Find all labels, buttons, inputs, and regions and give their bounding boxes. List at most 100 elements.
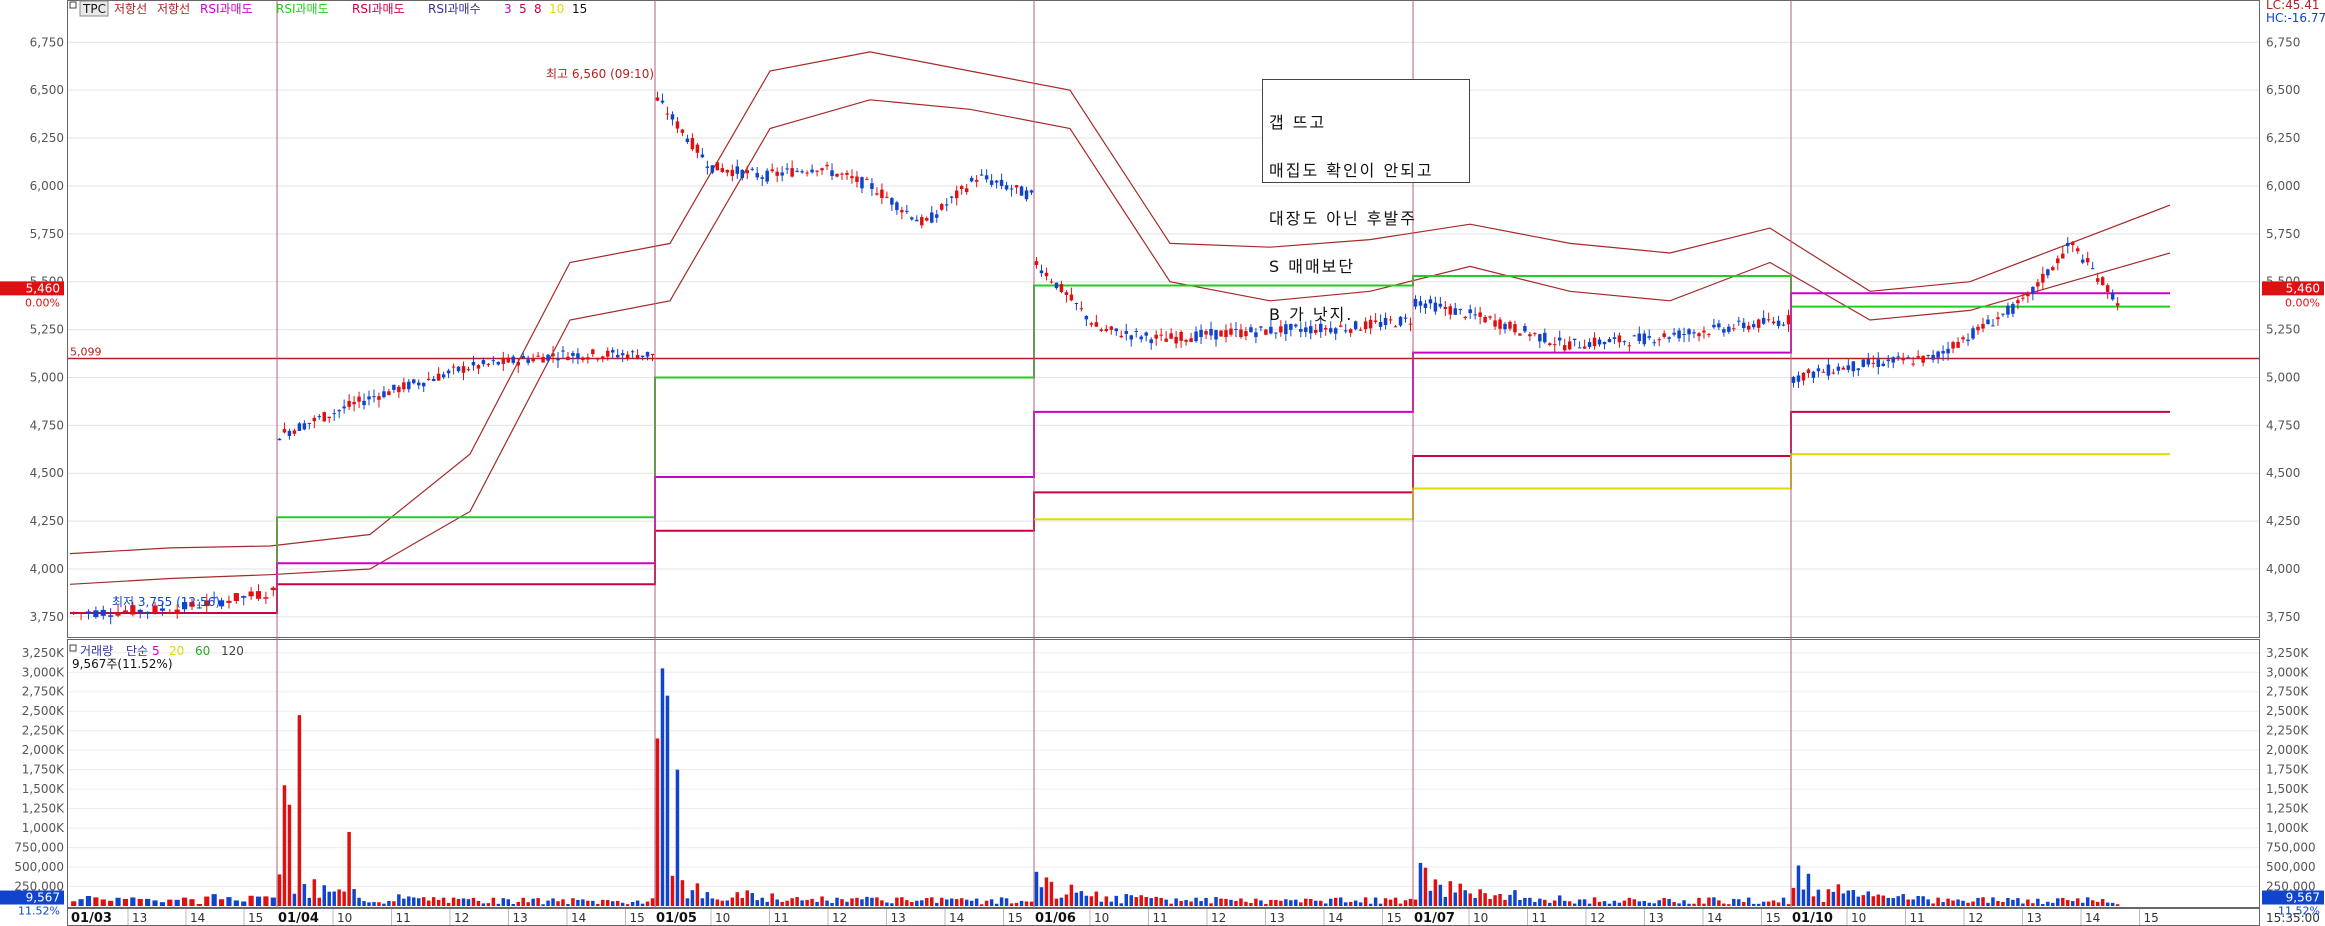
- candle-body: [145, 611, 151, 613]
- rsi-step-line: [1034, 453, 2170, 521]
- volume-bar: [1443, 896, 1448, 906]
- price-tick-label-left: 4,500: [30, 466, 64, 480]
- volume-bar: [1911, 899, 1915, 906]
- volume-bar: [302, 884, 307, 906]
- candle-body: [2046, 269, 2050, 276]
- hour-tick-label: 14: [1328, 911, 1343, 925]
- volume-bar: [1732, 898, 1736, 906]
- volume-bar: [421, 897, 426, 906]
- date-label: 01/10: [1792, 911, 1833, 926]
- volume-bar: [810, 898, 814, 906]
- volume-bar: [551, 898, 555, 906]
- volume-bar: [1806, 873, 1811, 906]
- volume-bar: [1936, 897, 1940, 906]
- candle-body: [367, 396, 371, 400]
- candle-body: [1214, 330, 1218, 340]
- hour-tick-label: 14: [949, 911, 964, 925]
- candle-body: [640, 355, 645, 357]
- candle-body: [1338, 325, 1343, 327]
- candle-body: [226, 600, 232, 603]
- volume-bar: [1363, 897, 1368, 906]
- volume-bar: [850, 898, 854, 906]
- candle-body: [1986, 319, 1990, 325]
- volume-bar: [2011, 899, 2015, 906]
- candle-body: [426, 378, 431, 380]
- candle-body: [248, 591, 254, 597]
- candle-body: [282, 429, 287, 433]
- candle-body: [1672, 332, 1676, 335]
- candle-body: [1039, 270, 1044, 274]
- volume-bar: [935, 902, 939, 906]
- volume-bar: [591, 900, 595, 906]
- candle-body: [1144, 332, 1148, 336]
- volume-bar: [1841, 893, 1846, 906]
- candle-body: [1702, 330, 1706, 333]
- candle-body: [715, 162, 720, 171]
- candle-body: [93, 610, 99, 618]
- candle-body: [1921, 355, 1925, 363]
- candle-body: [615, 354, 620, 358]
- candle-body: [760, 177, 764, 179]
- candle-body: [1597, 339, 1602, 345]
- candle-body: [1099, 329, 1104, 331]
- candle-body: [2085, 258, 2090, 263]
- volume-bar: [685, 898, 690, 906]
- candle-body: [1567, 341, 1572, 350]
- candle-body: [1114, 328, 1119, 332]
- volume-bar: [531, 898, 535, 906]
- volume-tick-label-left: 2,750K: [22, 685, 65, 699]
- candle-body: [347, 400, 351, 407]
- candle-body: [1383, 317, 1388, 326]
- candle-body: [581, 357, 585, 361]
- candle-body: [1557, 337, 1562, 341]
- candle-body: [1279, 326, 1283, 333]
- candle-body: [546, 354, 550, 361]
- volume-tick-label-right: 750,000: [2266, 841, 2316, 855]
- volume-bar: [635, 900, 640, 906]
- price-tick-label-left: 6,000: [30, 179, 64, 193]
- candle-body: [606, 350, 610, 357]
- hour-tick-label: 11: [774, 911, 789, 925]
- volume-bar: [860, 899, 864, 906]
- volume-bar: [1667, 898, 1671, 906]
- legend-checkbox-icon: [69, 1, 77, 9]
- candle-body: [446, 370, 451, 374]
- volume-bar: [870, 897, 874, 906]
- candle-body: [481, 360, 486, 365]
- volume-bar: [725, 900, 730, 906]
- volume-bar: [1826, 889, 1831, 906]
- volume-bar: [392, 901, 396, 906]
- candle-body: [556, 358, 560, 361]
- volume-bar: [218, 899, 225, 906]
- price-tick-label-left: 6,750: [30, 35, 64, 49]
- volume-bar: [1553, 900, 1557, 906]
- indicator-legend-item: RSI과매도: [276, 2, 329, 16]
- volume-bar: [2036, 898, 2040, 906]
- volume-bar: [1368, 903, 1373, 906]
- candle-body: [2031, 287, 2035, 294]
- candle-body: [1562, 345, 1567, 351]
- volume-bar: [426, 900, 431, 906]
- candle-body: [1194, 331, 1198, 342]
- candle-body: [1707, 334, 1711, 336]
- candle-body: [1513, 324, 1517, 333]
- candle-body: [1244, 331, 1248, 337]
- candle-body: [670, 114, 675, 120]
- volume-bar: [1059, 897, 1064, 906]
- candle-body: [241, 596, 247, 598]
- candle-body: [302, 423, 307, 430]
- candle-body: [1697, 333, 1701, 337]
- candle-body: [969, 177, 974, 182]
- volume-bar: [1189, 901, 1193, 906]
- volume-bar: [1881, 895, 1886, 906]
- candle-body: [660, 100, 665, 103]
- candle-body: [2011, 303, 2015, 314]
- candle-body: [1438, 303, 1443, 307]
- hour-tick-label: 13: [2027, 911, 2042, 925]
- candle-body: [1199, 329, 1203, 338]
- volume-bar: [1084, 895, 1089, 906]
- last-volume-box-right: [2262, 890, 2324, 905]
- candle-body: [332, 413, 336, 415]
- volume-bar: [815, 901, 819, 906]
